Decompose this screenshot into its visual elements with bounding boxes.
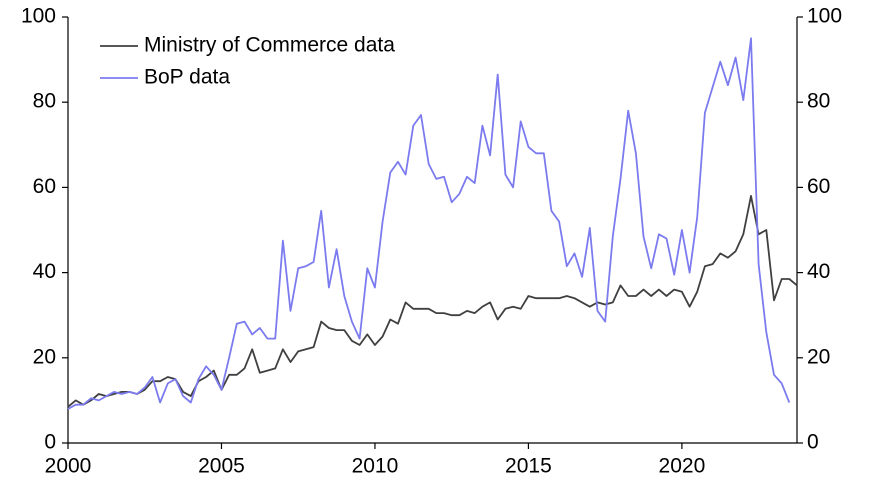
y-tick-label: 80 — [33, 90, 56, 113]
x-tick-label: 2005 — [198, 455, 245, 478]
y-tick-label: 20 — [33, 345, 56, 368]
legend-label: Ministry of Commerce data — [144, 34, 395, 57]
y2-tick-label: 0 — [807, 431, 819, 454]
y2-tick-label: 20 — [807, 345, 830, 368]
series-line — [67, 37, 791, 410]
y2-tick-label: 60 — [807, 175, 830, 198]
x-tick-label: 2020 — [659, 455, 706, 478]
y-tick-label: 40 — [33, 260, 56, 283]
y2-tick-label: 80 — [807, 90, 830, 113]
x-tick-label: 2010 — [352, 455, 399, 478]
y-tick-label: 0 — [44, 431, 56, 454]
series-line — [67, 195, 798, 408]
y2-tick-label: 100 — [807, 5, 842, 28]
legend-label: BoP data — [144, 66, 230, 89]
y2-tick-label: 40 — [807, 260, 830, 283]
y-tick-label: 100 — [21, 5, 56, 28]
y-tick-label: 60 — [33, 175, 56, 198]
x-tick-label: 2015 — [505, 455, 552, 478]
x-tick-label: 2000 — [45, 455, 92, 478]
